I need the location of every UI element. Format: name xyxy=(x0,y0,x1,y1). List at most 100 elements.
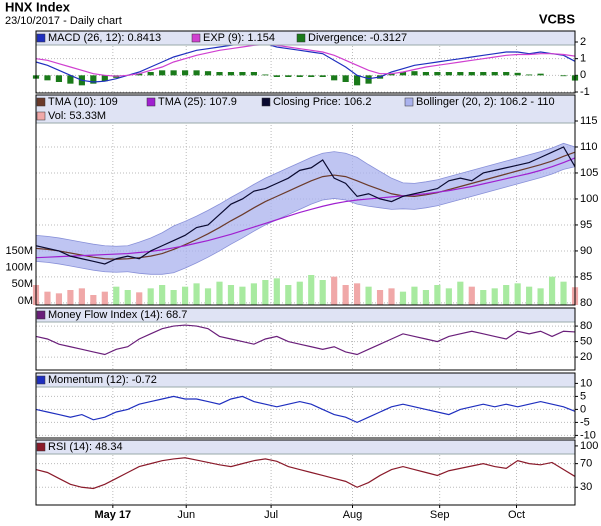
bar xyxy=(399,72,407,76)
bar xyxy=(491,72,498,76)
legend-swatch xyxy=(36,111,46,121)
bar xyxy=(445,288,452,305)
legend-label: Divergence: -0.3127 xyxy=(308,32,407,44)
x-tick-label: Oct xyxy=(508,509,525,521)
y-tick-label: 1 xyxy=(580,53,586,65)
legend-swatch xyxy=(261,97,271,107)
y-tick-label: 105 xyxy=(580,167,598,179)
bar xyxy=(239,72,246,76)
y-tick-label: 30 xyxy=(580,481,592,493)
bar xyxy=(159,285,166,305)
bar xyxy=(216,281,223,305)
bar xyxy=(44,75,51,81)
y-tick-label: 70 xyxy=(580,458,592,470)
bar xyxy=(147,288,154,305)
legend-swatch xyxy=(191,33,201,43)
y-tick-label: 5 xyxy=(580,390,586,402)
legend-swatch xyxy=(36,33,46,43)
bar xyxy=(44,291,51,305)
y-tick-label: 80 xyxy=(580,297,592,309)
bar xyxy=(503,72,510,76)
bar xyxy=(296,75,303,77)
bar xyxy=(239,286,246,305)
bar xyxy=(514,283,521,305)
legend-label: Momentum (12): -0.72 xyxy=(48,374,157,386)
bar xyxy=(67,75,74,84)
y2-tick-label: 0M xyxy=(18,295,33,307)
legend-label: Bollinger (20, 2): 106.2 - 110 xyxy=(416,96,555,108)
legend-swatch xyxy=(404,97,414,107)
bar xyxy=(388,288,395,305)
y-tick-label: 0 xyxy=(580,403,586,415)
bar xyxy=(90,295,97,305)
bar xyxy=(434,285,441,305)
bar xyxy=(503,285,510,305)
y-tick-label: 2 xyxy=(580,36,586,48)
source: VCBS xyxy=(539,11,575,26)
y-tick-label: 110 xyxy=(580,141,598,153)
legend-label: TMA (25): 107.9 xyxy=(158,96,237,108)
bar xyxy=(560,75,567,77)
x-tick-label: Sep xyxy=(430,509,450,521)
panel-frame xyxy=(35,439,576,506)
bar xyxy=(78,288,85,305)
panel-frame xyxy=(35,372,576,439)
panel-frame xyxy=(35,30,576,94)
bar xyxy=(342,285,349,305)
bar xyxy=(296,281,303,305)
line xyxy=(35,457,576,490)
bar xyxy=(468,286,475,305)
y-tick-label: 115 xyxy=(580,115,598,127)
bar xyxy=(480,290,487,305)
bar xyxy=(388,73,395,76)
legend-label: RSI (14): 48.34 xyxy=(48,441,123,453)
x-tick-label: May 17 xyxy=(94,509,131,521)
legend-swatch xyxy=(36,375,46,385)
y-tick-label: 100 xyxy=(580,440,598,452)
bar xyxy=(193,283,200,305)
bar xyxy=(354,283,361,305)
bar xyxy=(480,72,487,76)
bar xyxy=(319,280,326,305)
bar xyxy=(136,73,143,76)
bar xyxy=(365,75,372,84)
y-tick-label: 90 xyxy=(580,245,592,257)
legend-label: Money Flow Index (14): 68.7 xyxy=(48,309,187,321)
legend-label: TMA (10): 109 xyxy=(48,96,118,108)
bar xyxy=(422,72,430,76)
chart-title: HNX Index xyxy=(5,0,71,14)
bar xyxy=(181,286,189,305)
bar xyxy=(354,75,361,86)
y-tick-label: 20 xyxy=(580,351,592,363)
y-tick-label: -10 xyxy=(580,429,596,441)
bar xyxy=(526,286,533,305)
bar xyxy=(204,288,212,305)
bar xyxy=(170,290,177,305)
bar xyxy=(216,72,223,76)
line xyxy=(35,151,576,260)
bar xyxy=(445,72,452,76)
bar xyxy=(331,75,338,81)
bar xyxy=(537,73,544,76)
bar xyxy=(159,70,166,76)
bar xyxy=(468,72,475,76)
bar xyxy=(434,72,441,76)
bar xyxy=(147,72,154,76)
x-tick-label: Jun xyxy=(177,509,195,521)
bar xyxy=(101,75,108,82)
bar xyxy=(457,72,464,76)
bar xyxy=(514,72,521,76)
bar xyxy=(90,75,97,84)
y-tick-label: 95 xyxy=(580,219,592,231)
y-tick-label: 10 xyxy=(580,377,592,389)
y2-tick-label: 50M xyxy=(12,278,33,290)
y-tick-label: 0 xyxy=(580,69,586,81)
bar xyxy=(170,70,177,76)
bar xyxy=(308,275,315,305)
bar xyxy=(411,286,418,305)
bar xyxy=(55,75,63,82)
bar xyxy=(273,75,280,77)
legend-label: Closing Price: 106.2 xyxy=(273,96,371,108)
bar xyxy=(537,288,544,305)
